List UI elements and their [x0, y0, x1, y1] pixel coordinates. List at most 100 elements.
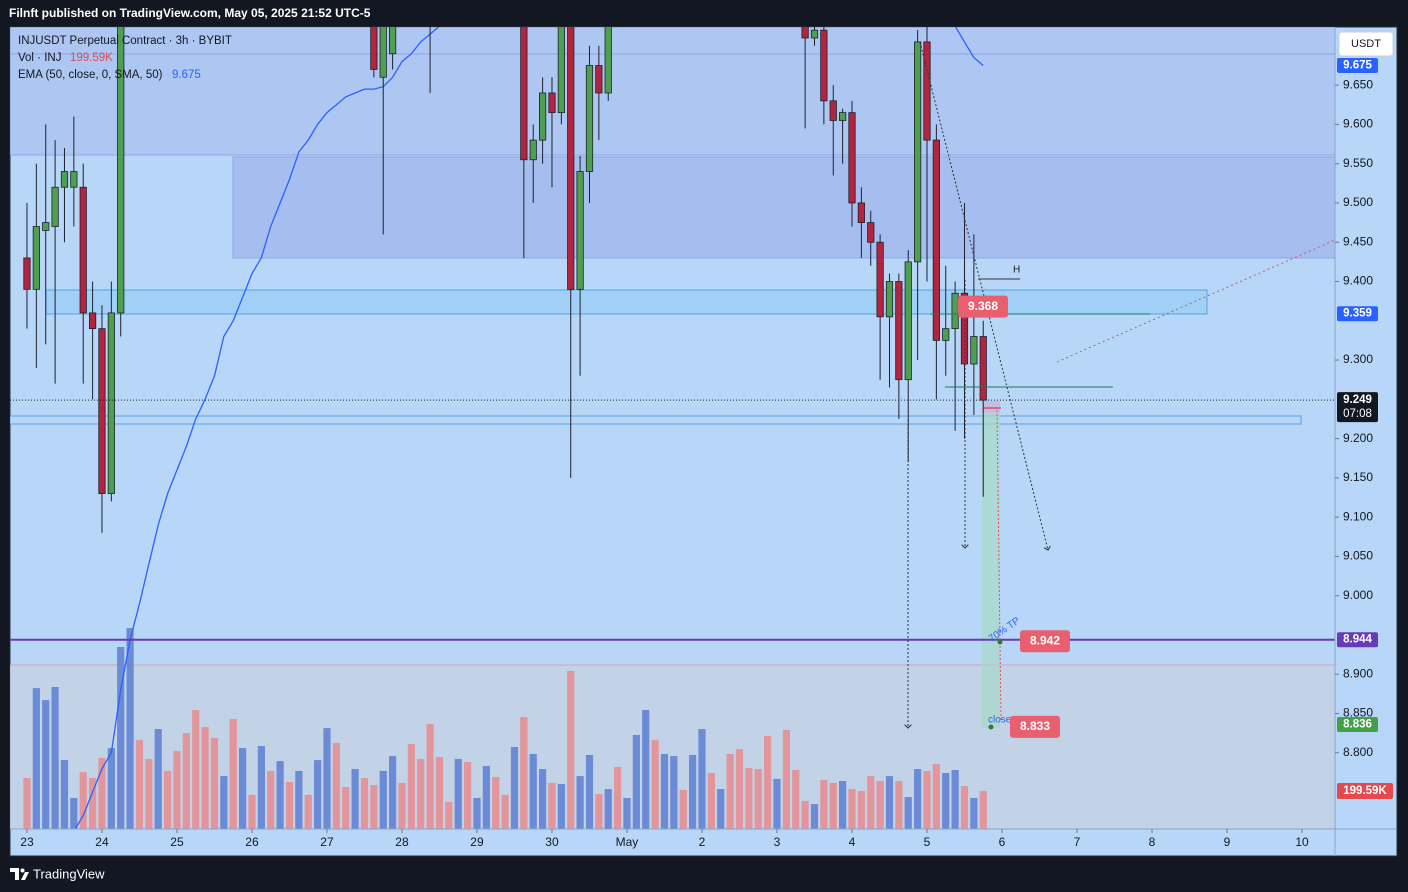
volume-bar: [492, 777, 500, 829]
volume-bar: [764, 736, 772, 829]
x-tick-label: 9: [1224, 835, 1231, 849]
close-label: close: [988, 715, 1012, 726]
level-price-label: 8.836: [1343, 719, 1372, 731]
zone: [45, 289, 1208, 315]
candle-body: [923, 41, 931, 141]
volume-bar: [548, 782, 556, 829]
volume-bar: [979, 790, 987, 829]
candle-body: [98, 328, 106, 494]
volume-bar: [839, 781, 847, 829]
volume-bar: [792, 769, 800, 829]
level-price-label: 8.944: [1343, 634, 1372, 646]
volume-value-label: 199.59K: [1343, 785, 1387, 797]
volume-bar: [445, 801, 453, 829]
x-tick-label: 4: [849, 835, 856, 849]
candle-body: [529, 139, 537, 161]
volume-bar: [895, 781, 903, 829]
price-note-box: [1020, 630, 1070, 653]
level-price-label: 9.359: [1343, 308, 1372, 320]
candle-body: [970, 336, 978, 365]
zone: [10, 415, 1302, 425]
volume-bar: [539, 769, 547, 829]
volume-bar: [379, 770, 387, 829]
volume-bar: [510, 746, 519, 829]
candle-body: [576, 171, 584, 290]
volume-bar: [651, 740, 659, 829]
currency-button: [1338, 31, 1394, 57]
candle-body: [70, 171, 78, 188]
candle-body: [79, 186, 87, 314]
volume-bar: [276, 761, 284, 829]
x-tick-label: 26: [245, 835, 259, 849]
y-tick-label: 9.200: [1343, 431, 1373, 445]
candle-body: [604, 27, 612, 94]
position-box: [982, 401, 1000, 728]
volume-bar: [585, 754, 594, 829]
plot: [10, 27, 1335, 829]
candle-body: [904, 261, 912, 381]
legend-ema: EMA (50, close, 0, SMA, 50): [18, 69, 163, 81]
legend-volume-value: 199.59K: [70, 52, 113, 64]
volume-bar: [923, 770, 931, 829]
volume-bar: [201, 726, 209, 829]
ema-price-box: [1337, 57, 1378, 73]
y-tick-label: 9.450: [1343, 234, 1373, 248]
candle-body: [857, 202, 865, 223]
volume-bar: [642, 709, 650, 829]
volume-bar: [614, 766, 622, 829]
candle-body: [88, 312, 97, 330]
volume-bar: [173, 750, 181, 829]
close-point: [988, 724, 994, 730]
volume-bar: [735, 749, 744, 829]
volume-bar: [332, 742, 340, 829]
legend-volume: Vol · INJ: [18, 52, 61, 64]
volume-bar: [698, 729, 706, 829]
volume-bar: [604, 789, 612, 829]
volume-bar: [135, 740, 144, 829]
volume-bar: [501, 794, 509, 829]
volume-bar: [314, 760, 322, 829]
level-price-box: [1337, 717, 1378, 733]
volume-bar: [867, 776, 875, 829]
volume-bar: [23, 777, 31, 829]
y-tick-label: 9.150: [1343, 470, 1373, 484]
candle-body: [520, 27, 528, 161]
volume-bar: [904, 797, 912, 829]
volume-bar: [810, 804, 819, 829]
volume-bar: [876, 781, 884, 829]
position-box: [982, 401, 1000, 413]
x-tick-label: 6: [999, 835, 1006, 849]
logo-mark: [10, 868, 19, 880]
volume-bar: [117, 646, 125, 829]
x-tick-label: 5: [924, 835, 931, 849]
candle-body: [820, 29, 828, 102]
legend-title: INJUSDT Perpetual Contract · 3h · BYBIT: [18, 35, 232, 47]
x-tick-label: 24: [95, 835, 109, 849]
volume-bar: [42, 700, 50, 829]
volume-bar: [342, 786, 350, 829]
volume-bar: [745, 768, 753, 829]
price-note-box: [1010, 715, 1060, 738]
candle-body: [914, 41, 922, 263]
candle-body: [942, 328, 950, 341]
candle-body: [42, 222, 50, 231]
volume-bar: [529, 753, 537, 829]
candle-body: [801, 27, 809, 39]
price-note-label: 9.368: [968, 299, 998, 313]
y-tick-label: 9.100: [1343, 509, 1373, 523]
y-tick-label: 8.800: [1343, 745, 1373, 759]
x-tick-label: 10: [1295, 835, 1309, 849]
volume-bar: [782, 729, 790, 829]
volume-bar: [98, 757, 106, 829]
level-price-box: [1337, 632, 1378, 648]
volume-bar: [726, 753, 734, 829]
candle-body: [567, 27, 575, 290]
volume-bar: [567, 670, 575, 829]
candle-body: [829, 100, 837, 121]
zone: [232, 156, 1335, 259]
y-tick-label: 9.300: [1343, 352, 1373, 366]
candle-body: [107, 312, 115, 494]
volume-bar: [370, 785, 378, 829]
volume-value-box: [1337, 782, 1393, 799]
tp-point: [997, 639, 1003, 645]
